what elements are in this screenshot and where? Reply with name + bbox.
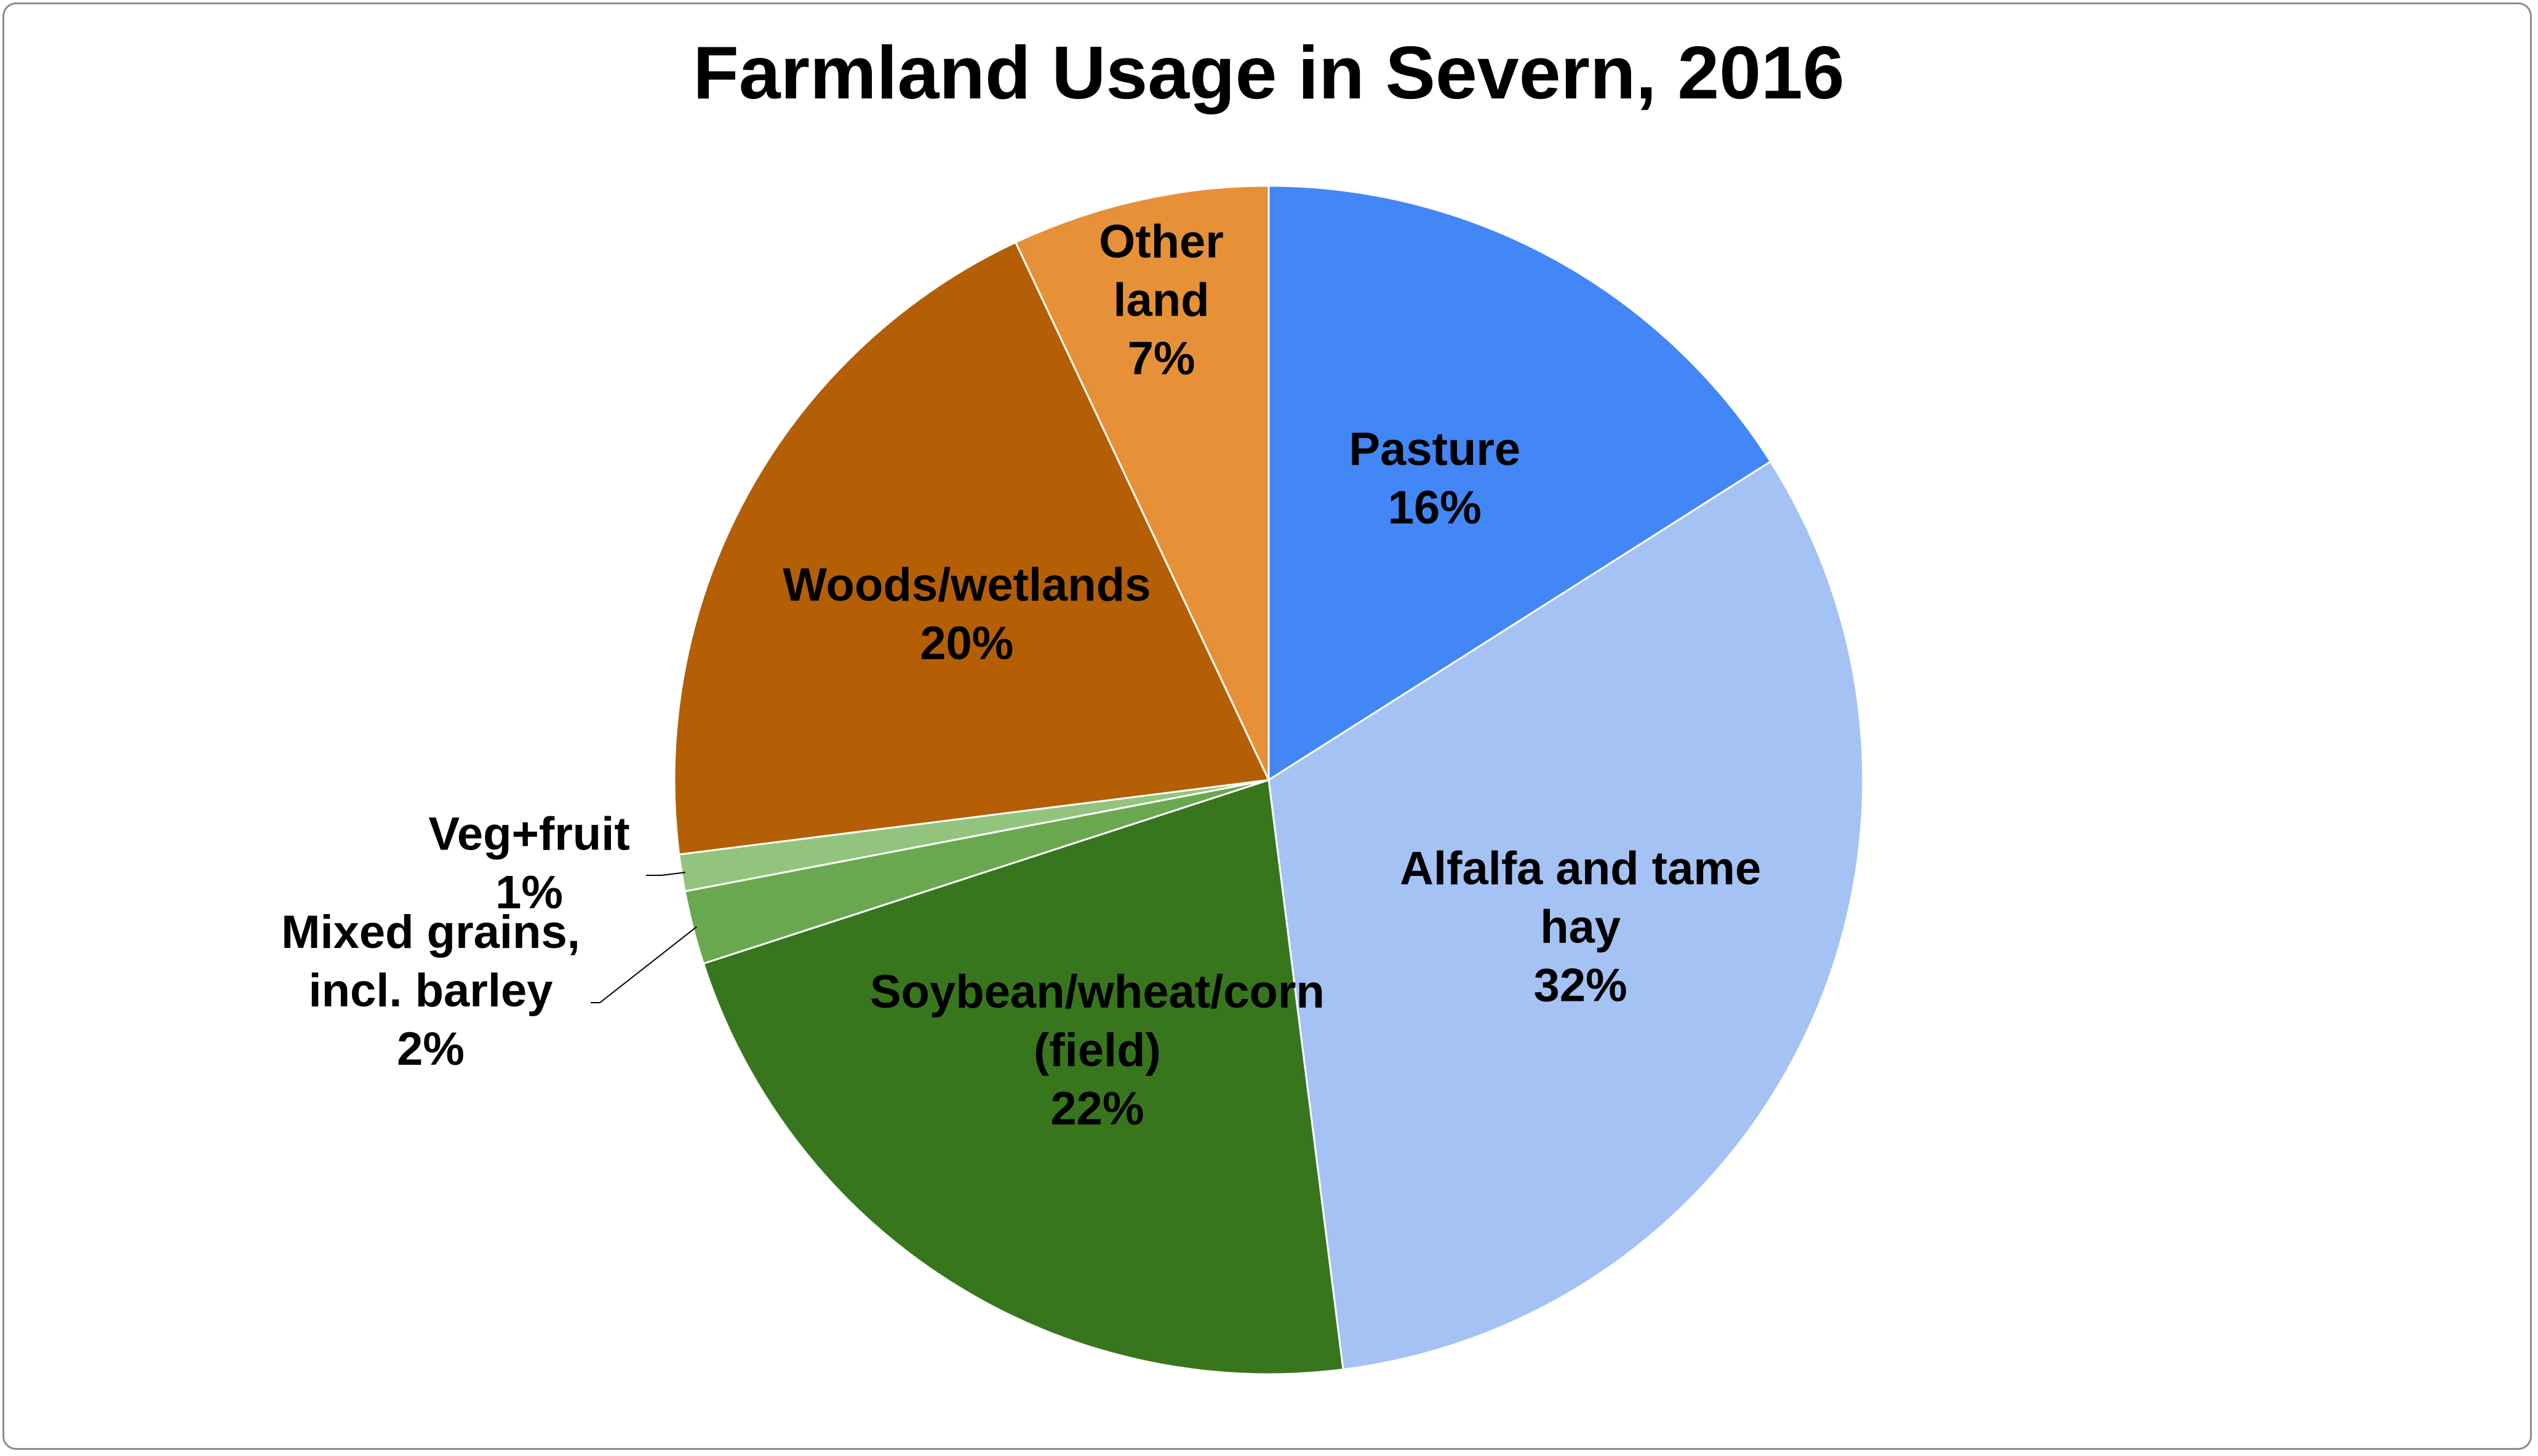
slice-name-line: hay: [1540, 901, 1621, 953]
slice-name-line: Veg+fruit: [428, 808, 629, 861]
slice-percent: 2%: [397, 1023, 465, 1075]
slice-alfalfa-and-tame-hay: [1267, 460, 1864, 1371]
label-other-land: Other land 7%: [1099, 215, 1224, 384]
label-soybean-wheat-corn-field: Soybean/wheat/corn (field) 22%: [870, 966, 1325, 1135]
label-pasture: Pasture 16%: [1349, 423, 1520, 534]
slice-percent: 16%: [1388, 482, 1482, 534]
slice-name-line: Woods/wetlands: [783, 559, 1151, 611]
pie-slices: [673, 185, 1864, 1375]
slice-percent: 7%: [1128, 332, 1195, 384]
slice-soybean-wheat-corn-field: [702, 779, 1344, 1375]
leader-lines: [591, 872, 697, 1003]
slice-other-land: [1014, 185, 1270, 781]
slice-percent: 1%: [495, 867, 563, 919]
slice-name-line: land: [1113, 274, 1209, 326]
chart-title: Farmland Usage in Severn, 2016: [693, 31, 1845, 114]
label-alfalfa-and-tame-hay: Alfalfa and tame hay 32%: [1400, 842, 1761, 1011]
label-mixed-grains-incl-barley: Mixed grains, incl. barley 2%: [281, 906, 580, 1075]
slice-name-line: Other: [1099, 215, 1224, 268]
leader-line-veg-fruit: [646, 872, 685, 876]
slice-name-line: Pasture: [1349, 423, 1520, 475]
label-woods-wetlands: Woods/wetlands 20%: [783, 559, 1151, 670]
slice-name-line: Mixed grains,: [281, 906, 580, 958]
label-veg-fruit: Veg+fruit 1%: [428, 808, 629, 919]
slice-name-line: (field): [1034, 1024, 1161, 1076]
leader-line-mixed-grains-incl-barley: [591, 926, 697, 1003]
slice-name-line: Soybean/wheat/corn: [870, 966, 1325, 1018]
slice-name-line: Alfalfa and tame: [1400, 842, 1761, 894]
slice-pasture: [1267, 185, 1772, 782]
slice-woods-wetlands: [673, 241, 1271, 856]
slice-percent: 32%: [1534, 959, 1627, 1011]
slice-percent: 22%: [1050, 1083, 1144, 1135]
slice-name-line: incl. barley: [308, 965, 553, 1017]
slice-percent: 20%: [920, 618, 1013, 670]
slice-labels: Pasture 16% Alfalfa and tame hay 32% Soybean/…: [281, 215, 1761, 1135]
